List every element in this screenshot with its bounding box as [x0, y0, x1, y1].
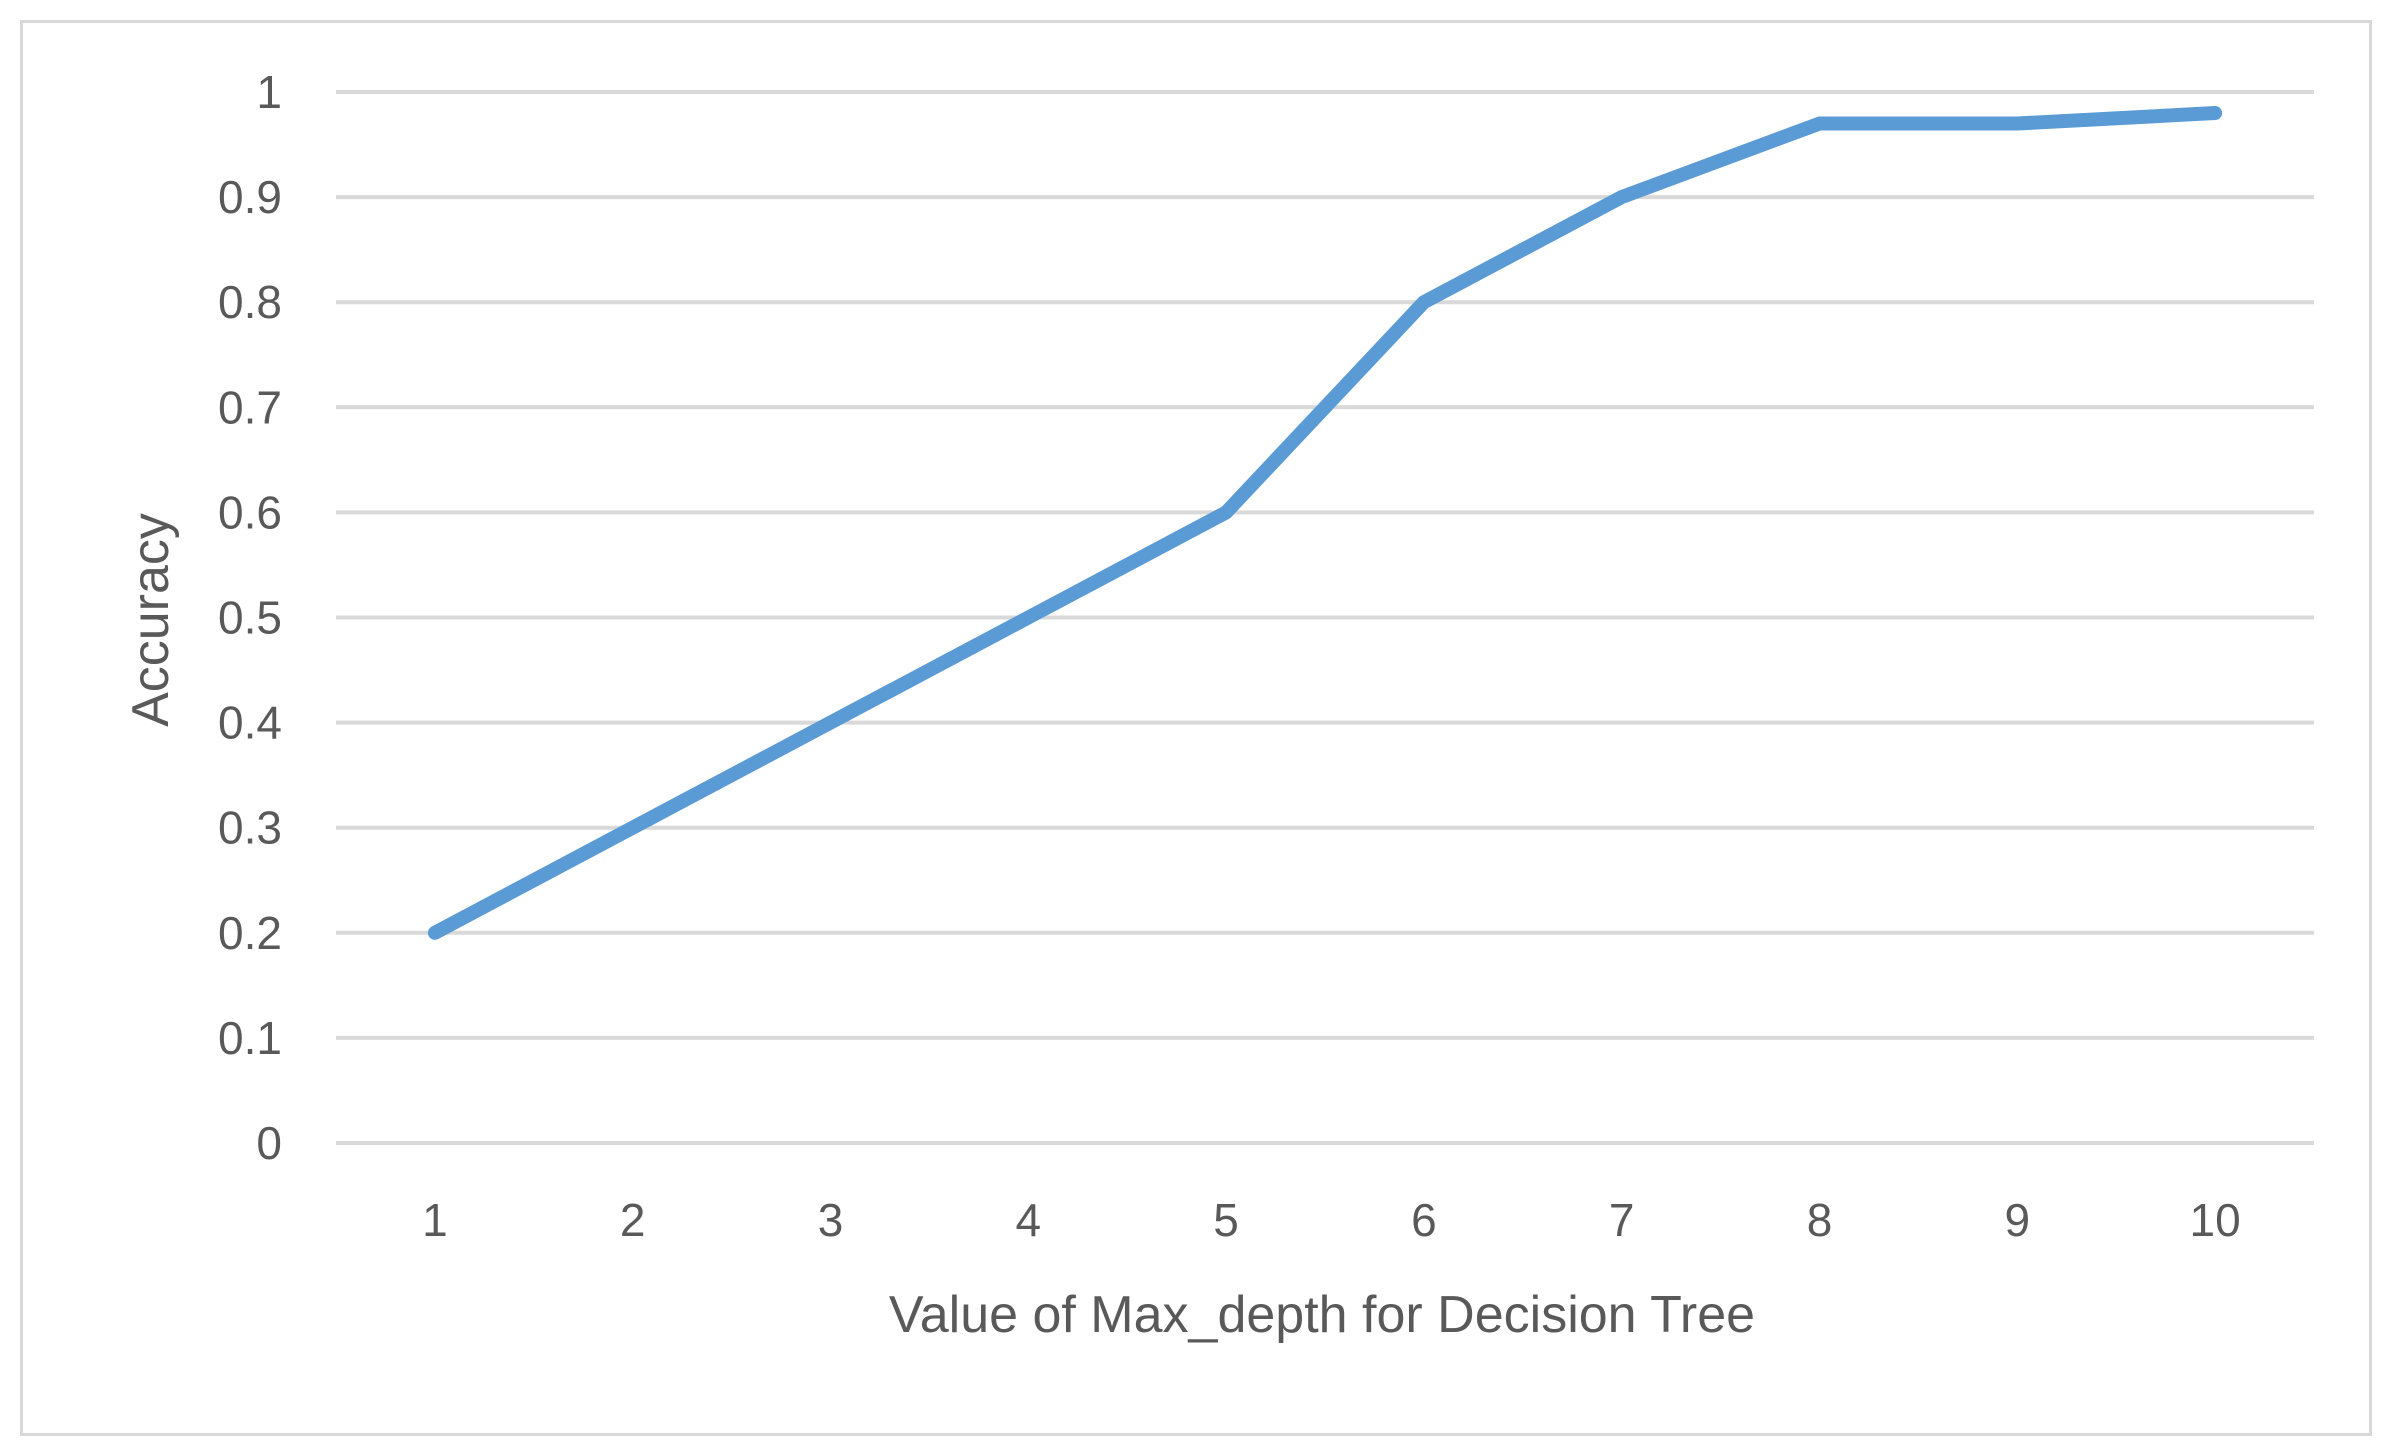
- x-axis-title: Value of Max_depth for Decision Tree: [889, 1286, 1755, 1344]
- gridlines: [336, 90, 2314, 1145]
- x-tick-label: 3: [818, 1194, 844, 1246]
- x-tick-label: 7: [1609, 1194, 1635, 1246]
- y-tick-label: 0.1: [218, 1012, 282, 1064]
- y-tick-label: 0.5: [218, 592, 282, 644]
- y-tick-label: 0.7: [218, 381, 282, 433]
- y-tick-label: 1: [256, 66, 282, 118]
- y-tick-label: 0.4: [218, 697, 282, 749]
- x-axis-ticks: 1 2 3 4 5 6 7 8 9 10: [422, 1194, 2241, 1246]
- chart-frame: [20, 20, 2372, 1436]
- series-line: [427, 106, 2223, 940]
- x-tick-label: 4: [1016, 1194, 1042, 1246]
- x-tick-label: 8: [1807, 1194, 1833, 1246]
- x-tick-label: 2: [620, 1194, 646, 1246]
- y-axis-title: Accuracy: [122, 513, 180, 727]
- y-tick-label: 0.6: [218, 486, 282, 538]
- x-tick-label: 1: [422, 1194, 448, 1246]
- y-tick-label: 0.8: [218, 276, 282, 328]
- y-tick-label: 0.3: [218, 802, 282, 854]
- series-layer: [427, 106, 2223, 940]
- y-tick-label: 0: [256, 1117, 282, 1169]
- x-tick-label: 6: [1411, 1194, 1437, 1246]
- y-tick-label: 0.9: [218, 171, 282, 223]
- x-tick-label: 5: [1213, 1194, 1239, 1246]
- y-axis-ticks: 0 0.1 0.2 0.3 0.4 0.5 0.6 0.7 0.8 0.9 1: [218, 66, 282, 1169]
- x-tick-label: 9: [2005, 1194, 2031, 1246]
- x-tick-label: 10: [2190, 1194, 2241, 1246]
- y-tick-label: 0.2: [218, 907, 282, 959]
